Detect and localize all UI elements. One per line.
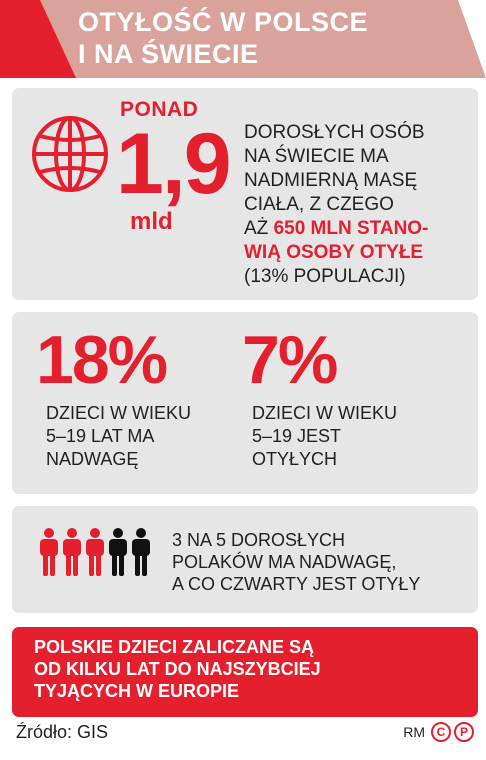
person-plain <box>132 528 150 576</box>
desc-line: NA ŚWIECIE MA <box>244 146 389 167</box>
panel-children-stats: 18% DZIECI W WIEKU 5–19 LAT MA NADWAGĘ 7… <box>12 312 478 494</box>
stat-line: DZIECI W WIEKU <box>46 403 191 423</box>
desc-plain: AŻ <box>244 218 274 239</box>
children-banner: POLSKIE DZIECI ZALICZANE SĄ OD KILKU LAT… <box>12 627 478 717</box>
stat-desc-overweight: DZIECI W WIEKU 5–19 LAT MA NADWAGĘ <box>46 402 191 471</box>
stat-line: DZIECI W WIEKU <box>252 403 397 423</box>
person-highlighted <box>63 528 81 576</box>
desc-line: CIAŁA, Z CZEGO <box>244 194 394 215</box>
stat-line: NADWAGĘ <box>46 449 139 469</box>
panel-adults-stats: 3 NA 5 DOROSŁYCH POLAKÓW MA NADWAGĘ, A C… <box>12 506 478 613</box>
globe-icon <box>32 116 108 192</box>
person-highlighted <box>86 528 104 576</box>
person-highlighted <box>40 528 58 576</box>
header-banner: OTYŁOŚĆ W POLSCE I NA ŚWIECIE <box>0 0 486 78</box>
author-initials: RM <box>403 724 425 740</box>
prefix-label: PONAD <box>120 98 199 121</box>
stat-line: OTYŁYCH <box>252 449 338 469</box>
desc-line: AŻ 650 MLN STANO- <box>244 217 474 241</box>
adults-description: 3 NA 5 DOROSŁYCH POLAKÓW MA NADWAGĘ, A C… <box>172 529 420 595</box>
banner-line: POLSKIE DZIECI ZALICZANE SĄ <box>34 637 315 657</box>
stat-line: 5–19 JEST <box>252 426 342 446</box>
desc-line: NADMIERNĄ MASĘ <box>244 170 418 191</box>
header-background <box>0 0 486 78</box>
desc-highlight-line: WIĄ OSOBY OTYŁE <box>244 242 424 263</box>
stat-value-obese: 7% <box>242 322 338 398</box>
publisher-icon: P <box>454 722 474 742</box>
desc-line: (13% POPULACJI) <box>244 266 406 287</box>
stat-line: 5–19 LAT MA <box>46 426 155 446</box>
desc-highlight: 650 MLN STANO- <box>273 218 429 239</box>
adults-line: POLAKÓW MA NADWAGĘ, <box>172 552 397 572</box>
stat-value-overweight: 18% <box>36 322 168 398</box>
title-line-2: I NA ŚWIECIE <box>78 39 259 69</box>
stat-desc-obese: DZIECI W WIEKU 5–19 JEST OTYŁYCH <box>252 402 397 471</box>
panel-world-stats: PONAD 1,9 mld DOROSŁYCH OSÓB NA ŚWIECIE … <box>12 88 478 300</box>
page-title: OTYŁOŚĆ W POLSCE I NA ŚWIECIE <box>78 6 368 70</box>
unit-label: mld <box>130 208 173 235</box>
world-description: DOROSŁYCH OSÓB NA ŚWIECIE MA NADMIERNĄ M… <box>244 121 474 289</box>
person-plain <box>109 528 127 576</box>
big-value: 1,9 <box>116 116 232 212</box>
title-line-1: OTYŁOŚĆ W POLSCE <box>78 7 369 37</box>
credits: RM C P <box>403 722 474 742</box>
banner-line: TYJĄCYCH W EUROPIE <box>34 681 240 701</box>
adults-line: A CO CZWARTY JEST OTYŁY <box>172 574 421 594</box>
source-label: Źródło: GIS <box>16 722 109 742</box>
adults-line: 3 NA 5 DOROSŁYCH <box>172 530 346 550</box>
people-icon <box>40 528 150 576</box>
desc-line: DOROSŁYCH OSÓB <box>244 122 425 143</box>
copyright-icon: C <box>431 722 451 742</box>
banner-line: OD KILKU LAT DO NAJSZYBCIEJ <box>34 659 321 679</box>
